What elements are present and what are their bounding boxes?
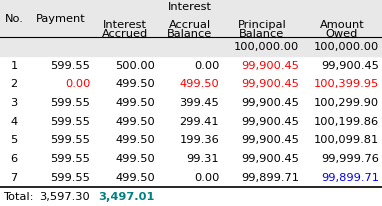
Text: 99,900.45: 99,900.45	[241, 98, 299, 108]
Text: 499.50: 499.50	[115, 136, 155, 145]
Bar	[0, 37, 382, 56]
Text: 2: 2	[11, 79, 18, 89]
Text: 99,900.45: 99,900.45	[321, 61, 379, 70]
Text: No.: No.	[5, 14, 24, 24]
Text: 99,899.71: 99,899.71	[241, 173, 299, 183]
Text: 3: 3	[11, 98, 18, 108]
Text: 99.31: 99.31	[187, 154, 219, 164]
Text: Interest: Interest	[168, 2, 212, 13]
Text: 0.00: 0.00	[194, 173, 219, 183]
Text: 299.41: 299.41	[180, 117, 219, 127]
Text: Balance: Balance	[167, 29, 212, 39]
Text: Balance: Balance	[240, 29, 285, 39]
Text: 599.55: 599.55	[50, 173, 90, 183]
Text: 100,000.00: 100,000.00	[314, 42, 379, 52]
Text: 100,199.86: 100,199.86	[314, 117, 379, 127]
Text: 499.50: 499.50	[115, 79, 155, 89]
Text: 100,299.90: 100,299.90	[314, 98, 379, 108]
Text: 499.50: 499.50	[115, 117, 155, 127]
Text: 599.55: 599.55	[50, 61, 90, 70]
Bar	[0, 0, 382, 37]
Text: Payment: Payment	[36, 14, 86, 24]
Text: 99,900.45: 99,900.45	[241, 61, 299, 70]
Text: 599.55: 599.55	[50, 154, 90, 164]
Text: 0.00: 0.00	[194, 61, 219, 70]
Text: 100,099.81: 100,099.81	[314, 136, 379, 145]
Text: 599.55: 599.55	[50, 98, 90, 108]
Text: 399.45: 399.45	[180, 98, 219, 108]
Text: Accrual: Accrual	[168, 20, 211, 30]
Text: 99,999.76: 99,999.76	[321, 154, 379, 164]
Text: 599.55: 599.55	[50, 136, 90, 145]
Text: 6: 6	[11, 154, 18, 164]
Text: 1: 1	[11, 61, 18, 70]
Text: 199.36: 199.36	[180, 136, 219, 145]
Text: 100,399.95: 100,399.95	[314, 79, 379, 89]
Text: 99,900.45: 99,900.45	[241, 154, 299, 164]
Text: 100,000.00: 100,000.00	[234, 42, 299, 52]
Text: Interest: Interest	[103, 20, 147, 30]
Text: 99,899.71: 99,899.71	[321, 173, 379, 183]
Text: 499.50: 499.50	[115, 173, 155, 183]
Text: 4: 4	[11, 117, 18, 127]
Text: 499.50: 499.50	[180, 79, 219, 89]
Text: 5: 5	[11, 136, 18, 145]
Text: 99,900.45: 99,900.45	[241, 136, 299, 145]
Text: Owed: Owed	[326, 29, 358, 39]
Text: Amount: Amount	[320, 20, 364, 30]
Text: 499.50: 499.50	[115, 98, 155, 108]
Text: 3,597.30: 3,597.30	[39, 192, 90, 202]
Text: Total:: Total:	[3, 192, 33, 202]
Text: 7: 7	[11, 173, 18, 183]
Text: Accrued: Accrued	[102, 29, 148, 39]
Text: 99,900.45: 99,900.45	[241, 79, 299, 89]
Text: 99,900.45: 99,900.45	[241, 117, 299, 127]
Text: 599.55: 599.55	[50, 117, 90, 127]
Text: 0.00: 0.00	[65, 79, 90, 89]
Text: Principal: Principal	[238, 20, 286, 30]
Text: 500.00: 500.00	[115, 61, 155, 70]
Text: 499.50: 499.50	[115, 154, 155, 164]
Text: 3,497.01: 3,497.01	[99, 192, 155, 202]
